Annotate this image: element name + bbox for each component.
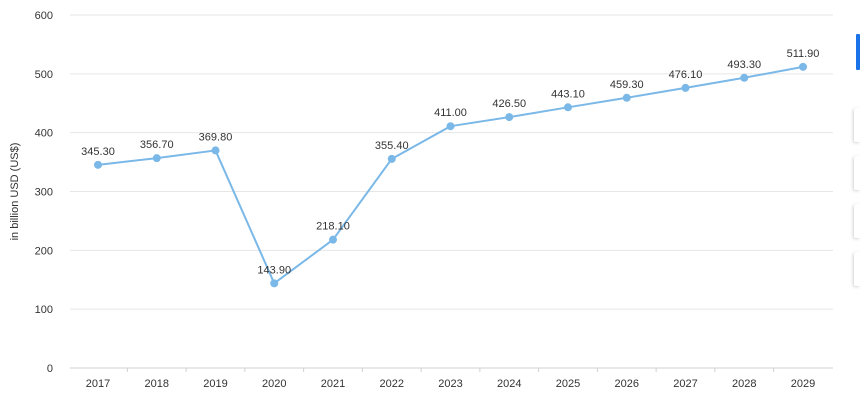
- data-labels: 345.30 356.70 369.80 143.90 218.10 355.40 411.…: [81, 48, 819, 277]
- side-button-2[interactable]: [854, 156, 860, 190]
- data-label: 345.30: [81, 146, 115, 158]
- side-active-tab[interactable]: [856, 34, 860, 70]
- x-tick-label: 2024: [497, 378, 521, 390]
- data-point[interactable]: [447, 122, 455, 130]
- data-point[interactable]: [799, 63, 807, 71]
- y-axis-ticks: 0 100 200 300 400 500 600: [35, 10, 53, 375]
- x-tick-label: 2027: [673, 378, 697, 390]
- data-label: 143.90: [257, 264, 291, 276]
- y-tick-label: 600: [35, 10, 53, 22]
- x-tick-label: 2018: [145, 378, 169, 390]
- x-tick-label: 2023: [438, 378, 462, 390]
- grid-lines: [70, 15, 833, 368]
- side-button-4[interactable]: [854, 252, 860, 286]
- data-point[interactable]: [94, 161, 102, 169]
- y-tick-label: 200: [35, 245, 53, 257]
- x-tick-label: 2025: [556, 378, 580, 390]
- side-toolbar: [850, 0, 860, 414]
- data-point[interactable]: [682, 84, 690, 92]
- y-axis-label: in billion USD (US$): [9, 143, 21, 241]
- data-label: 476.10: [669, 69, 703, 81]
- x-tick-label: 2020: [262, 378, 286, 390]
- side-button-3[interactable]: [854, 204, 860, 238]
- data-label: 356.70: [140, 139, 174, 151]
- data-label: 493.30: [727, 59, 761, 71]
- data-point[interactable]: [740, 74, 748, 82]
- x-tick-label: 2028: [732, 378, 756, 390]
- data-label: 426.50: [492, 98, 526, 110]
- data-label: 511.90: [787, 48, 820, 60]
- data-label: 369.80: [199, 131, 233, 143]
- data-point[interactable]: [329, 236, 337, 244]
- series-line: [98, 67, 803, 284]
- data-label: 218.10: [316, 221, 350, 233]
- x-tick-label: 2026: [615, 378, 639, 390]
- data-point[interactable]: [270, 279, 278, 287]
- data-point[interactable]: [564, 103, 572, 111]
- data-point[interactable]: [505, 113, 513, 121]
- data-point[interactable]: [153, 154, 161, 162]
- y-tick-label: 0: [47, 363, 53, 375]
- x-tick-label: 2021: [321, 378, 345, 390]
- data-label: 411.00: [434, 107, 467, 119]
- data-point[interactable]: [623, 94, 631, 102]
- y-tick-label: 100: [35, 304, 53, 316]
- data-label: 459.30: [610, 79, 644, 91]
- y-tick-label: 400: [35, 128, 53, 140]
- series: [94, 63, 807, 288]
- data-point[interactable]: [388, 155, 396, 163]
- x-tick-label: 2029: [791, 378, 815, 390]
- data-label: 443.10: [551, 88, 585, 100]
- x-tick-label: 2019: [203, 378, 227, 390]
- y-tick-label: 500: [35, 69, 53, 81]
- x-tick-label: 2017: [86, 378, 110, 390]
- data-label: 355.40: [375, 140, 409, 152]
- x-tick-label: 2022: [380, 378, 404, 390]
- x-axis-ticks: 2017 2018 2019 2020 2021 2022 2023 2024 2025 2026…: [86, 368, 815, 390]
- data-point[interactable]: [212, 146, 220, 154]
- y-tick-label: 300: [35, 187, 53, 199]
- side-button-1[interactable]: [854, 108, 860, 142]
